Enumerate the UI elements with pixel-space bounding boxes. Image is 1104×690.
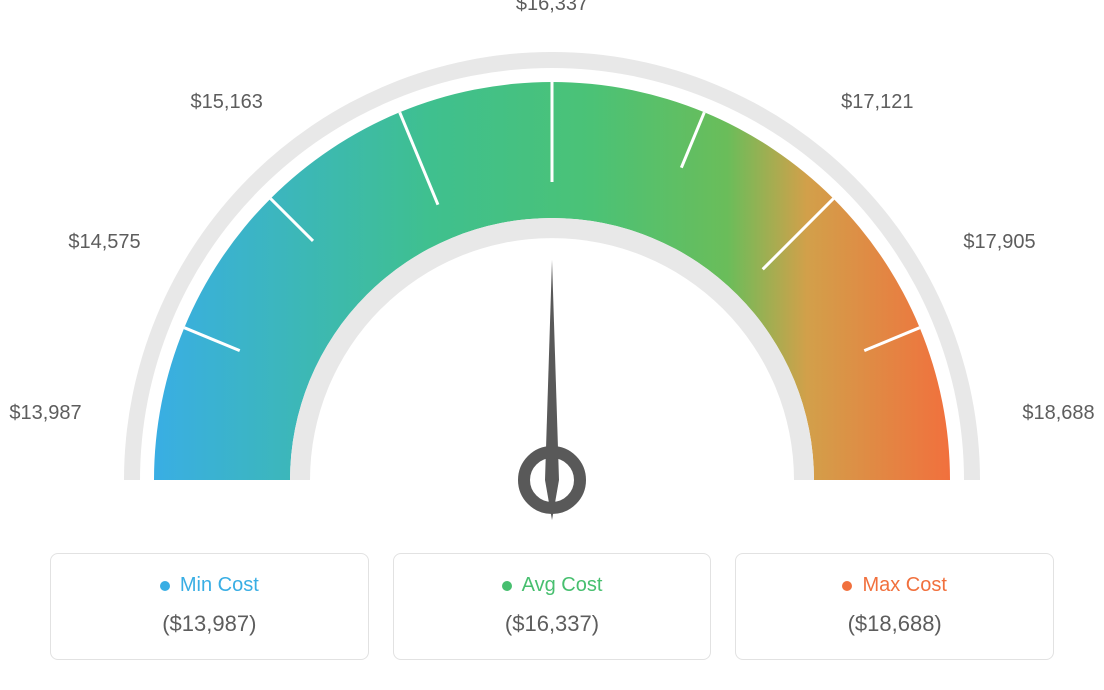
gauge-tick-label: $17,905 bbox=[963, 231, 1035, 254]
gauge-tick-label: $17,121 bbox=[841, 91, 913, 114]
card-header: Avg Cost bbox=[404, 574, 701, 597]
gauge-svg bbox=[0, 0, 1104, 560]
card-label: Max Cost bbox=[862, 574, 946, 597]
card-value: ($16,337) bbox=[404, 611, 701, 637]
card-header: Min Cost bbox=[61, 574, 358, 597]
legend-dot-icon bbox=[160, 581, 170, 591]
gauge-tick-label: $14,575 bbox=[51, 231, 141, 254]
summary-card: Min Cost ($13,987) bbox=[50, 553, 369, 660]
summary-cards: Min Cost ($13,987) Avg Cost ($16,337) Max Co… bbox=[50, 553, 1054, 660]
gauge-tick-label: $18,688 bbox=[1022, 402, 1094, 425]
card-label: Avg Cost bbox=[522, 574, 603, 597]
card-value: ($13,987) bbox=[61, 611, 358, 637]
card-value: ($18,688) bbox=[746, 611, 1043, 637]
gauge-tick-label: $16,337 bbox=[507, 0, 597, 16]
cost-gauge-widget: $13,987 $14,575 $15,163 $16,337 $17,121 $17,9… bbox=[0, 0, 1104, 690]
gauge-chart: $13,987 $14,575 $15,163 $16,337 $17,121 $17,9… bbox=[0, 0, 1104, 550]
summary-card: Max Cost ($18,688) bbox=[735, 553, 1054, 660]
legend-dot-icon bbox=[502, 581, 512, 591]
summary-card: Avg Cost ($16,337) bbox=[393, 553, 712, 660]
card-label: Min Cost bbox=[180, 574, 259, 597]
card-header: Max Cost bbox=[746, 574, 1043, 597]
gauge-tick-label: $15,163 bbox=[173, 91, 263, 114]
legend-dot-icon bbox=[842, 581, 852, 591]
gauge-tick-label: $13,987 bbox=[0, 402, 82, 425]
